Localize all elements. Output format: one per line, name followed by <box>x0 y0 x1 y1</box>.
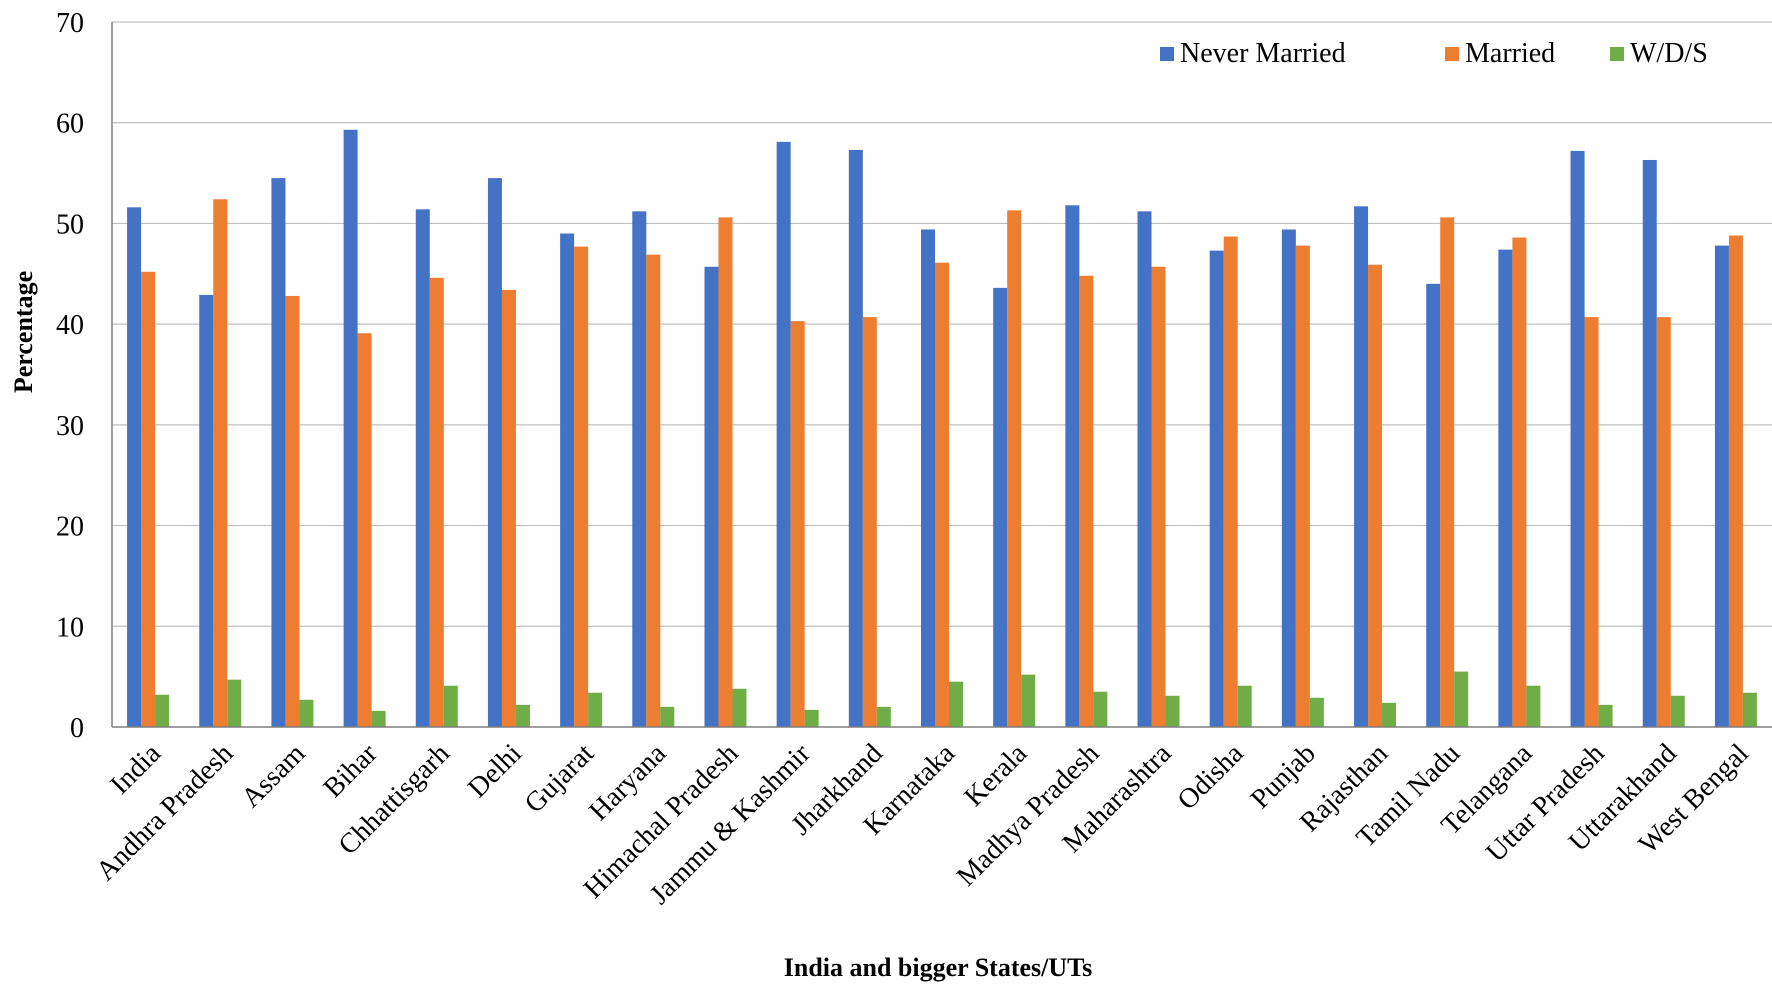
bar-married-india <box>141 271 156 727</box>
x-tick-label: Odisha <box>1172 738 1250 816</box>
bar-married-himachal-pradesh <box>718 217 733 727</box>
bar-married-maharashtra <box>1151 266 1166 727</box>
y-tick-label: 70 <box>56 8 84 39</box>
bar-married-gujarat <box>574 246 589 728</box>
x-tick-label: Assam <box>236 738 312 814</box>
bar-married-telangana <box>1512 237 1527 727</box>
bar-w-d-s-kerala <box>1021 674 1036 727</box>
bar-w-d-s-rajasthan <box>1382 702 1397 727</box>
bar-w-d-s-delhi <box>515 704 530 727</box>
bar-married-chhattisgarh <box>429 277 444 727</box>
bar-w-d-s-tamil-nadu <box>1454 671 1469 727</box>
y-tick-label: 0 <box>70 713 84 744</box>
bar-married-madhya-pradesh <box>1079 275 1094 727</box>
legend-swatch-2 <box>1610 47 1624 61</box>
bar-w-d-s-punjab <box>1309 697 1324 727</box>
bar-w-d-s-jammu-kashmir <box>804 709 819 727</box>
bar-never-married-chhattisgarh <box>415 209 430 728</box>
bar-married-odisha <box>1223 236 1238 727</box>
bar-married-jharkhand <box>862 317 877 727</box>
y-tick-label: 30 <box>56 411 84 442</box>
bar-w-d-s-india <box>155 694 170 727</box>
bar-w-d-s-himachal-pradesh <box>732 688 747 727</box>
bar-never-married-jammu-kashmir <box>776 141 791 728</box>
bar-married-jammu-kashmir <box>790 321 805 727</box>
bar-never-married-haryana <box>632 211 647 728</box>
bar-never-married-india <box>127 207 142 728</box>
bar-w-d-s-jharkhand <box>876 706 891 727</box>
bar-married-delhi <box>501 289 516 727</box>
bar-never-married-delhi <box>487 178 502 727</box>
bar-never-married-tamil-nadu <box>1426 283 1441 727</box>
bar-never-married-andhra-pradesh <box>199 294 214 727</box>
y-tick-label: 10 <box>56 612 84 643</box>
bar-never-married-assam <box>271 178 286 727</box>
x-axis-title: India and bigger States/UTs <box>784 953 1092 982</box>
bar-married-rajasthan <box>1368 264 1383 727</box>
bar-married-tamil-nadu <box>1440 217 1455 727</box>
bar-w-d-s-haryana <box>660 706 675 727</box>
bar-married-bihar <box>357 333 372 727</box>
legend: Never Married Married W/D/S <box>1160 38 1708 69</box>
bar-never-married-uttarakhand <box>1642 159 1657 727</box>
bar-w-d-s-karnataka <box>949 681 963 727</box>
bar-married-karnataka <box>935 262 949 727</box>
legend-label-0: Never Married <box>1180 38 1346 69</box>
bar-w-d-s-uttarakhand <box>1670 695 1685 727</box>
bar-married-punjab <box>1295 245 1310 728</box>
bar-never-married-madhya-pradesh <box>1065 205 1080 728</box>
bar-never-married-punjab <box>1281 229 1296 727</box>
bar-married-uttarakhand <box>1656 317 1671 727</box>
bar-w-d-s-andhra-pradesh <box>227 679 242 727</box>
legend-swatch-0 <box>1160 47 1174 61</box>
legend-label-1: Married <box>1465 38 1555 69</box>
bar-never-married-bihar <box>343 129 358 727</box>
bar-w-d-s-maharashtra <box>1165 695 1180 727</box>
bar-married-kerala <box>1007 210 1022 728</box>
bar-never-married-gujarat <box>560 233 575 727</box>
legend-label-2: W/D/S <box>1630 38 1708 69</box>
x-tick-label: India <box>104 738 167 801</box>
y-tick-label: 20 <box>56 512 84 543</box>
bars <box>127 129 1757 728</box>
bar-w-d-s-uttar-pradesh <box>1598 704 1613 727</box>
bar-never-married-uttar-pradesh <box>1570 150 1585 727</box>
bar-w-d-s-assam <box>299 699 314 727</box>
bar-w-d-s-west-bengal <box>1742 692 1757 727</box>
bar-married-haryana <box>646 254 661 727</box>
y-tick-label: 60 <box>56 109 84 140</box>
bar-never-married-kerala <box>993 287 1008 727</box>
x-tick-label: Delhi <box>462 738 528 804</box>
x-tick-label: Bihar <box>318 738 384 804</box>
bar-never-married-telangana <box>1498 249 1513 727</box>
bar-w-d-s-odisha <box>1237 685 1252 727</box>
bar-married-andhra-pradesh <box>213 199 228 727</box>
bar-married-uttar-pradesh <box>1584 317 1599 727</box>
bar-never-married-himachal-pradesh <box>704 266 719 727</box>
bar-never-married-west-bengal <box>1714 245 1729 728</box>
bar-w-d-s-chhattisgarh <box>443 685 458 727</box>
y-axis-title: Percentage <box>9 271 38 393</box>
bar-never-married-jharkhand <box>848 149 863 727</box>
bar-w-d-s-telangana <box>1526 685 1541 727</box>
bar-married-assam <box>285 295 300 727</box>
bar-w-d-s-bihar <box>371 710 386 727</box>
y-tick-label: 50 <box>56 209 84 240</box>
legend-swatch-1 <box>1445 47 1459 61</box>
bar-w-d-s-madhya-pradesh <box>1093 691 1108 727</box>
bar-never-married-maharashtra <box>1137 211 1152 728</box>
y-tick-label: 40 <box>56 310 84 341</box>
bar-never-married-odisha <box>1209 250 1224 727</box>
bar-never-married-rajasthan <box>1354 206 1369 728</box>
bar-never-married-karnataka <box>921 229 935 727</box>
bar-married-west-bengal <box>1728 235 1743 727</box>
bar-w-d-s-gujarat <box>588 692 603 727</box>
